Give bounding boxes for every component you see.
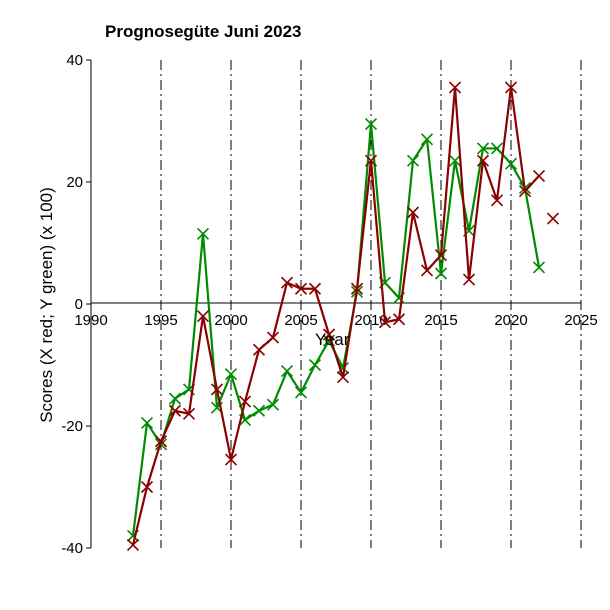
point-x-1995 [154,435,168,448]
point-x-1999 [210,383,224,396]
point-x-2009 [350,282,364,295]
point-y-2016 [448,154,462,167]
y-tick-label: 40 [66,52,83,69]
point-y-2005 [294,386,308,399]
series-x [126,81,546,552]
y-axis-label: Scores (X red; Y green) (x 100) [37,187,56,423]
x-tick-label: 2015 [424,312,457,329]
point-x-2019 [490,194,504,207]
point-y-2003 [266,398,280,411]
x-tick-label: 2010 [354,312,387,329]
point-x-2014 [420,264,434,277]
y-tick-label: -20 [61,418,83,435]
point-x-2006 [308,282,322,295]
point-x-2017 [462,273,476,286]
y-tick-label: -40 [61,540,83,557]
series-x-forecast [546,212,560,225]
point-y-2014 [420,133,434,146]
point-y-1998 [196,227,210,240]
point-x-1996 [168,404,182,417]
point-x-2002 [252,343,266,356]
point-y-2010 [364,117,378,131]
point-y-1996 [168,392,182,405]
x-axis-label: Year [315,330,350,349]
point-y-2018 [476,142,490,155]
y-tick-label: 0 [75,296,83,313]
line-x [131,86,540,546]
series-group [126,81,560,552]
x-tick-label: 2020 [494,312,527,329]
point-x-2020 [504,81,518,94]
point-y-2006 [308,358,322,372]
point-x-1994 [140,480,154,494]
chart-title: Prognosegüte Juni 2023 [105,22,302,41]
y-tick-label: 20 [66,174,83,191]
point-y-1994 [140,416,154,430]
point-x-2021 [518,185,532,198]
point-y-2020 [504,157,518,170]
x-ticks: 1990 1995 2000 2005 2010 2015 2020 2025 [74,304,598,329]
point-y-2013 [406,154,420,167]
point-x-2001 [238,395,252,408]
point-y-2002 [252,404,266,417]
x-tick-label: 2025 [564,312,597,329]
x-tick-label: 1995 [144,312,177,329]
point-y-2015 [434,267,448,280]
point-x-2007 [322,328,336,341]
x-tick-label: 2000 [214,312,247,329]
x-tick-label: 1990 [74,312,107,329]
point-x-2003 [266,331,280,344]
point-x-2016 [448,81,462,94]
point-y-2000 [224,368,238,381]
point-x-forecast-2023 [546,212,560,225]
point-x-2022 [532,169,546,182]
point-x-2000 [224,453,238,466]
point-x-2008 [336,371,350,384]
point-x-2011 [378,316,392,329]
point-x-2010 [364,154,378,167]
x-tick-label: 2005 [284,312,317,329]
point-x-2018 [476,154,490,167]
point-x-2005 [294,282,308,295]
y-ticks: -40 -20 0 20 40 [61,52,91,557]
point-x-2012 [392,313,406,326]
point-x-2015 [434,249,448,262]
point-x-2004 [280,276,294,289]
point-y-2019 [490,142,504,155]
point-x-1998 [196,310,210,323]
point-x-1993 [126,538,140,552]
point-x-1997 [182,407,196,420]
point-x-2013 [406,206,420,219]
point-y-2004 [280,365,294,378]
point-y-2022 [532,261,546,274]
axes [90,60,581,548]
